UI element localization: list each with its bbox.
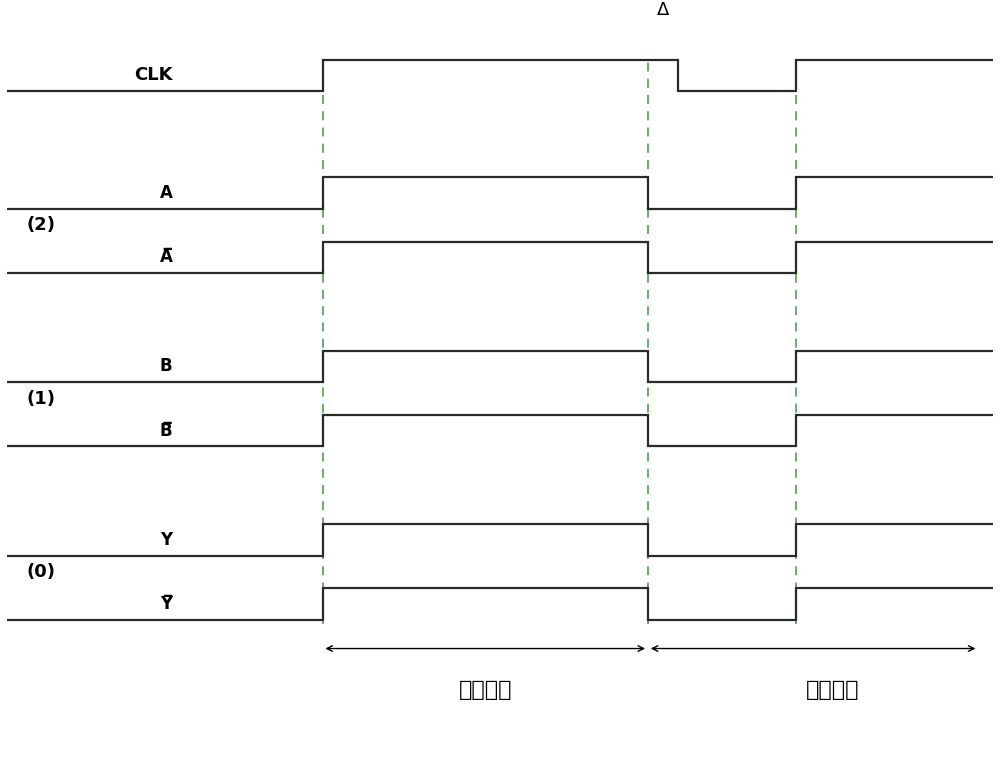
Text: 求值阶段: 求值阶段 — [806, 680, 860, 700]
Text: (1): (1) — [27, 390, 56, 407]
Text: A̅: A̅ — [160, 248, 173, 266]
Text: (0): (0) — [27, 563, 56, 581]
Text: Y: Y — [160, 531, 173, 549]
Text: (2): (2) — [27, 216, 56, 234]
Text: 预充阶段: 预充阶段 — [458, 680, 512, 700]
Text: Y̅: Y̅ — [160, 595, 173, 613]
Text: B: B — [160, 358, 173, 375]
Text: CLK: CLK — [134, 66, 173, 85]
Text: Δ: Δ — [657, 1, 669, 18]
Text: B̅: B̅ — [160, 422, 173, 439]
Text: A: A — [160, 184, 173, 202]
